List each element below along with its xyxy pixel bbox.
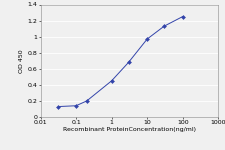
X-axis label: Recombinant ProteinConcentration(ng/ml): Recombinant ProteinConcentration(ng/ml) (63, 127, 196, 132)
Y-axis label: OD 450: OD 450 (19, 49, 24, 73)
